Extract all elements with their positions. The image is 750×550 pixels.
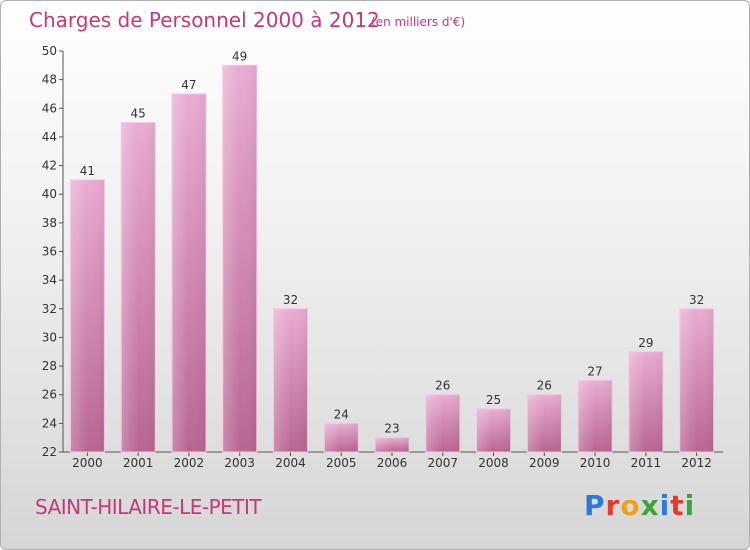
- bar-sheen: [527, 394, 562, 452]
- bar-sheen: [578, 380, 613, 452]
- bar-value-label: 26: [537, 379, 552, 393]
- bar-value-label: 32: [283, 293, 298, 307]
- y-tick-label: 24: [42, 416, 57, 430]
- bar-value-label: 23: [384, 422, 399, 436]
- logo-letter: o: [620, 489, 641, 522]
- y-tick-label: 40: [42, 187, 57, 201]
- x-tick-label: 2003: [224, 456, 255, 470]
- y-tick-label: 50: [42, 44, 57, 58]
- y-tick-label: 28: [42, 359, 57, 373]
- logo-letter: P: [584, 489, 606, 522]
- y-tick-label: 30: [42, 330, 57, 344]
- axes: 22 24 26 28 30 32 34 36 38 40 42 44 46 48 50 2000 2001 20…: [42, 44, 723, 470]
- bar-value-label: 29: [638, 336, 653, 350]
- logo-letter: t: [670, 489, 685, 522]
- bar-sheen: [375, 437, 409, 452]
- bar-sheen: [70, 179, 105, 452]
- bar-sheen: [425, 394, 460, 452]
- bar-sheen: [476, 409, 511, 452]
- x-tick-label: 2012: [681, 456, 712, 470]
- x-tick-label: 2009: [529, 456, 560, 470]
- x-tick-label: 2006: [377, 456, 408, 470]
- logo-letter: x: [640, 489, 660, 522]
- y-tick-label: 34: [42, 273, 57, 287]
- bar-sheen: [222, 65, 257, 453]
- y-tick-label: 36: [42, 245, 57, 259]
- x-tick-label: 2001: [123, 456, 154, 470]
- logo-letter: i: [659, 489, 671, 522]
- bar-value-label: 45: [131, 107, 146, 121]
- bar-value-label: 49: [232, 49, 247, 63]
- x-tick-label: 2011: [631, 456, 662, 470]
- bar-value-label: 27: [587, 364, 602, 378]
- y-tick-label: 48: [42, 73, 57, 87]
- x-tick-label: 2008: [478, 456, 509, 470]
- y-tick-label: 32: [42, 302, 57, 316]
- x-tick-label: 2007: [427, 456, 458, 470]
- x-tick-label: 2000: [72, 456, 103, 470]
- x-tick-label: 2005: [326, 456, 357, 470]
- y-tick-label: 26: [42, 388, 57, 402]
- chart-title: Charges de Personnel 2000 à 2012: [29, 8, 380, 32]
- bar-value-label: 41: [80, 164, 95, 178]
- bar-sheen: [324, 423, 359, 452]
- x-tick-label: 2002: [174, 456, 205, 470]
- proxiti-logo[interactable]: Proxiti: [584, 489, 695, 522]
- bar-sheen: [628, 351, 663, 452]
- commune-name: SAINT-HILAIRE-LE-PETIT: [35, 495, 262, 519]
- bar-sheen: [171, 93, 206, 452]
- y-tick-label: 46: [42, 101, 57, 115]
- y-tick-label: 38: [42, 216, 57, 230]
- chart-subtitle: (en milliers d'€): [371, 15, 465, 29]
- bar-sheen: [273, 308, 308, 452]
- logo-letter: i: [684, 489, 696, 522]
- y-tick-label: 42: [42, 159, 57, 173]
- bar-value-label: 26: [435, 379, 450, 393]
- x-tick-label: 2004: [275, 456, 306, 470]
- bar-value-label: 25: [486, 393, 501, 407]
- bars: 41 45 47 49 32 24 23 26 25 26 27 29 32: [69, 49, 715, 453]
- bar-sheen: [121, 122, 156, 452]
- bar-value-label: 47: [181, 78, 196, 92]
- bar-value-label: 32: [689, 293, 704, 307]
- y-tick-label: 22: [42, 445, 57, 459]
- x-tick-label: 2010: [580, 456, 611, 470]
- y-tick-label: 44: [42, 130, 57, 144]
- bar-sheen: [679, 308, 714, 452]
- logo-letter: r: [605, 489, 621, 522]
- bar-value-label: 24: [334, 407, 349, 421]
